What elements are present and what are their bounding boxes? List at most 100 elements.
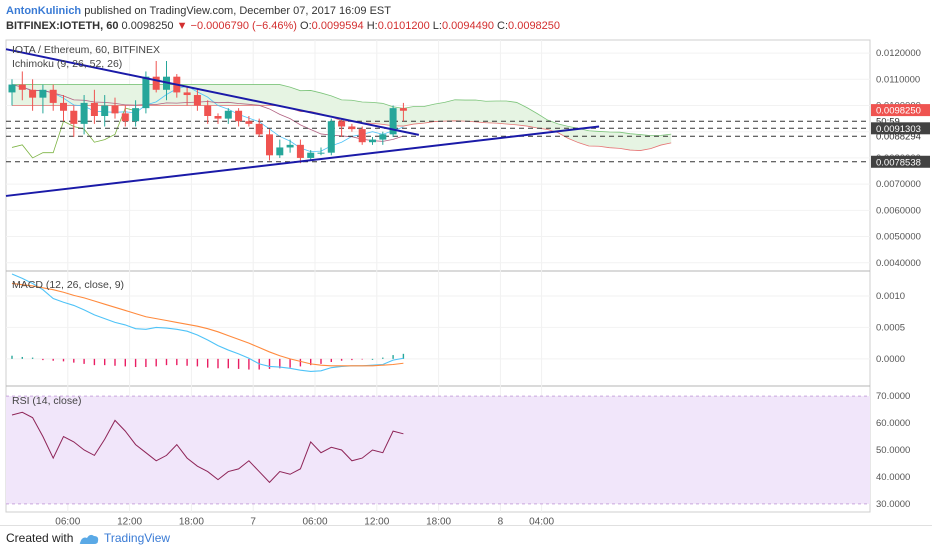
y-tick-label: 0.0000 xyxy=(876,354,905,365)
x-tick-label: 06:00 xyxy=(55,516,80,527)
ichimoku-label: Ichimoku (9, 26, 52, 26) xyxy=(12,58,122,70)
y-tick-label: 30.0000 xyxy=(876,499,910,510)
candle-body xyxy=(80,102,88,124)
trendline xyxy=(5,125,600,197)
candle-body xyxy=(379,134,387,140)
candle-body xyxy=(8,84,16,93)
x-tick-label: 12:00 xyxy=(117,516,142,527)
candle-body xyxy=(60,102,67,111)
x-tick-label: 06:00 xyxy=(302,516,327,527)
candle-body xyxy=(18,84,26,90)
tradingview-logo-icon[interactable] xyxy=(78,532,100,546)
candle-body xyxy=(266,134,273,156)
y-tick-label: 0.0005 xyxy=(876,322,905,333)
y-tick-label: 0.0050000 xyxy=(876,232,921,243)
header-line-1: AntonKulinich published on TradingView.c… xyxy=(6,3,391,19)
created-with-text: Created with xyxy=(6,531,74,545)
price-tag-box xyxy=(871,155,930,168)
candle-body xyxy=(224,110,232,119)
candle-body xyxy=(214,116,222,119)
candle-body xyxy=(296,144,304,158)
y-tick-label: 0.0070000 xyxy=(876,179,921,190)
change-value: −0.0006790 (−6.46%) xyxy=(190,20,297,32)
x-tick-label: 18:00 xyxy=(426,516,451,527)
y-tick-label: 40.0000 xyxy=(876,472,910,483)
candle-body xyxy=(152,76,160,90)
price-tag-label: 0.0098250 xyxy=(876,106,921,117)
ichimoku-cloud xyxy=(12,84,672,151)
low-value: 0.0094490 xyxy=(441,20,494,32)
rsi-pane-title: RSI (14, close) xyxy=(12,395,81,407)
author-link[interactable]: AntonKulinich xyxy=(6,5,82,17)
candle-body xyxy=(317,152,325,154)
x-tick-label: 04:00 xyxy=(529,516,554,527)
x-tick-label: 7 xyxy=(250,516,256,527)
price-tag-box xyxy=(871,104,930,117)
candle-body xyxy=(101,105,109,116)
y-tick-label: 0.0120000 xyxy=(876,48,921,59)
published-text: published on TradingView.com, December 0… xyxy=(84,5,391,17)
symbol-label: BITFINEX:IOTETH, 60 xyxy=(6,20,119,32)
candle-body xyxy=(399,108,407,111)
trendline xyxy=(5,48,420,136)
candle-body xyxy=(142,76,150,109)
ichimoku-span-a xyxy=(12,84,672,137)
high-label: H: xyxy=(366,20,378,32)
open-value: 0.0099594 xyxy=(311,20,364,32)
y-tick-label: 50.0000 xyxy=(876,445,910,456)
last-price: 0.0098250 xyxy=(121,20,174,32)
y-tick-label: 0.0040000 xyxy=(876,258,921,269)
macd-line xyxy=(11,273,404,372)
candle-body xyxy=(235,110,243,122)
candle-body xyxy=(29,89,37,98)
y-tick-label: 0.0110000 xyxy=(876,74,920,85)
x-tick-label: 12:00 xyxy=(364,516,389,527)
candle-body xyxy=(111,105,119,114)
price-tag-box xyxy=(871,122,930,135)
signal-line xyxy=(11,282,404,367)
candle-body xyxy=(121,113,129,122)
header-line-2: BITFINEX:IOTETH, 60 0.0098250 ▼ −0.00067… xyxy=(6,18,560,34)
close-value: 0.0098250 xyxy=(508,20,561,32)
price-pane-title: IOTA / Ethereum, 60, BITFINEX xyxy=(12,44,160,56)
price-tag-label: 50:59 xyxy=(876,117,900,128)
candle-body xyxy=(369,139,376,143)
x-tick-label: 18:00 xyxy=(179,516,204,527)
candle-body xyxy=(389,108,397,135)
y-tick-label: 60.0000 xyxy=(876,418,910,429)
candle-body xyxy=(204,105,212,116)
price-tag-label: 0.0088294 xyxy=(876,132,921,143)
candle-body xyxy=(132,108,140,122)
candle-body xyxy=(327,121,335,153)
candle-body xyxy=(338,121,346,127)
open-label: O: xyxy=(300,20,312,32)
candle-body xyxy=(193,95,201,106)
y-tick-label: 0.0010 xyxy=(876,291,905,302)
x-tick-label: 8 xyxy=(498,516,504,527)
y-tick-label: 0.0060000 xyxy=(876,205,921,216)
candle-body xyxy=(348,126,356,130)
candle-body xyxy=(49,89,57,103)
candle-body xyxy=(286,144,294,148)
candle-body xyxy=(358,129,366,143)
macd-pane-title: MACD (12, 26, close, 9) xyxy=(12,279,124,291)
candle-body xyxy=(255,123,263,135)
plot-frame xyxy=(5,39,871,513)
candle-body xyxy=(183,92,191,96)
price-tag-label: 0.0091303 xyxy=(876,124,921,135)
high-value: 0.0101200 xyxy=(377,20,430,32)
close-label: C: xyxy=(497,20,509,32)
price-tag-label: 0.0078538 xyxy=(876,157,921,168)
ichimoku-conversion-line xyxy=(11,84,404,153)
candle-body xyxy=(39,89,47,98)
down-arrow-icon: ▼ xyxy=(176,20,188,32)
rsi-line xyxy=(11,411,404,484)
tradingview-brand[interactable]: TradingView xyxy=(104,531,171,545)
footer: Created with TradingView xyxy=(0,525,932,551)
candle-body xyxy=(245,121,253,124)
rsi-band xyxy=(6,396,870,504)
candle-body xyxy=(90,102,98,116)
y-tick-label: 70.0000 xyxy=(876,391,910,402)
low-label: L: xyxy=(432,20,442,32)
